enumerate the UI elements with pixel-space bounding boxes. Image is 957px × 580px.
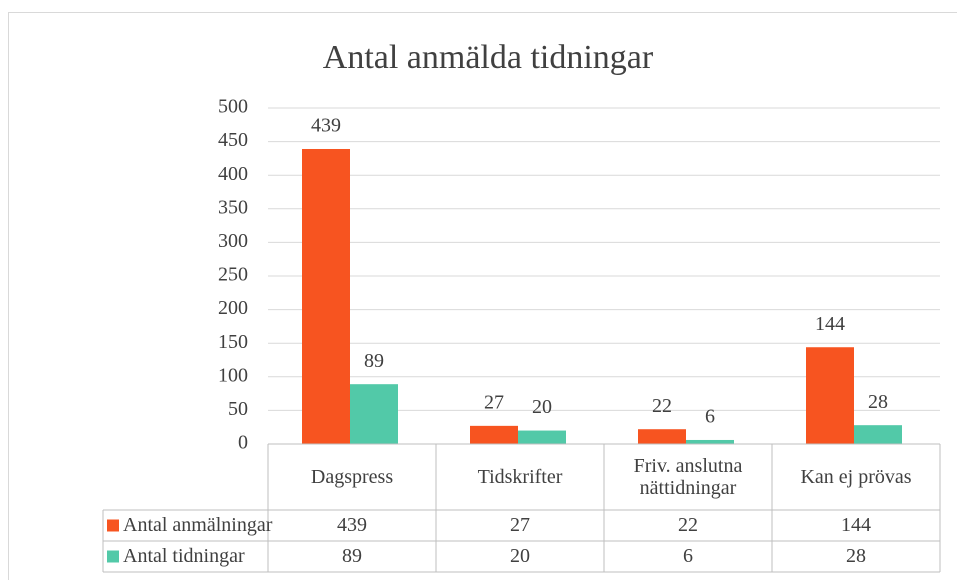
data-label: 28 — [868, 391, 888, 413]
bar — [350, 384, 398, 444]
x-tick-label-box: Tidskrifter — [477, 466, 563, 488]
y-tick-label: 0 — [238, 432, 248, 454]
chart-title: Antal anmälda tidningar — [323, 39, 654, 76]
x-tick-label: Kan ej prövas — [800, 466, 912, 488]
y-tick-label: 350 — [218, 196, 248, 218]
y-tick-label: 200 — [218, 297, 248, 319]
legend-swatch — [107, 550, 119, 563]
data-label: 27 — [484, 391, 504, 413]
table-value: 22 — [678, 514, 698, 536]
y-tick-label: 450 — [218, 129, 248, 151]
table-value: 6 — [683, 545, 693, 567]
legend-label: Antal anmälningar — [123, 514, 273, 536]
table-value: 89 — [342, 545, 362, 567]
y-tick-label: 100 — [218, 364, 248, 386]
bar — [806, 347, 854, 444]
chart-border — [8, 12, 957, 580]
y-tick-label: 250 — [218, 264, 248, 286]
x-tick-label-box: Friv. anslutna nättidningar — [633, 455, 743, 499]
data-label: 89 — [364, 350, 384, 372]
data-label: 20 — [532, 396, 552, 418]
x-tick-label: Dagspress — [310, 466, 394, 488]
data-label: 439 — [311, 115, 341, 137]
bar — [686, 439, 734, 444]
table-value: 144 — [841, 514, 871, 536]
table-value: 20 — [510, 545, 530, 567]
data-label: 6 — [705, 406, 715, 428]
x-tick-label: Friv. anslutna nättidningar — [633, 455, 743, 499]
x-tick-label: Tidskrifter — [477, 466, 563, 488]
data-label: 22 — [652, 395, 672, 417]
y-tick-label: 400 — [218, 163, 248, 185]
y-tick-label: 50 — [228, 398, 248, 420]
table-value: 439 — [337, 514, 367, 536]
data-label: 144 — [815, 313, 845, 335]
x-tick-label-box: Kan ej prövas — [800, 466, 912, 488]
bar — [638, 429, 686, 444]
bar — [854, 425, 902, 444]
bar — [470, 425, 518, 444]
y-tick-label: 500 — [218, 96, 248, 118]
x-tick-label-box: Dagspress — [310, 466, 394, 488]
table-value: 28 — [846, 545, 866, 567]
legend-label: Antal tidningar — [123, 545, 245, 567]
bar — [302, 148, 350, 444]
y-tick-label: 300 — [218, 230, 248, 252]
legend-swatch — [107, 519, 119, 532]
y-tick-label: 150 — [218, 331, 248, 353]
bar — [518, 430, 566, 444]
table-value: 27 — [510, 514, 530, 536]
